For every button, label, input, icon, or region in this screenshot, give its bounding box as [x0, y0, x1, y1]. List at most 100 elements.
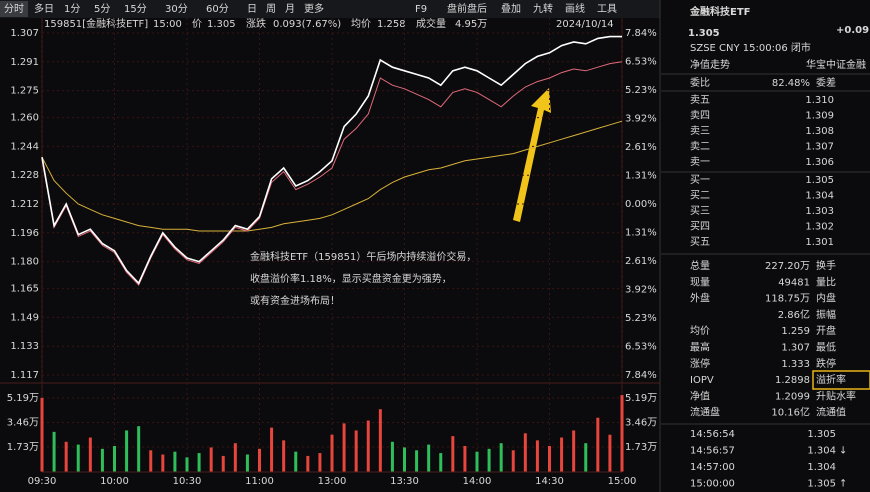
volume-bar — [342, 423, 346, 472]
volume-bar — [390, 441, 394, 472]
tool: 工具 — [597, 3, 617, 15]
volume-bar — [596, 417, 600, 472]
stat-label: 净值 — [690, 389, 710, 402]
stat-value: 1.333 — [781, 359, 810, 370]
volume-bar — [378, 409, 382, 472]
volume-bar — [548, 446, 551, 472]
volume-bar — [294, 451, 298, 472]
tab: 月 — [285, 3, 295, 15]
y2-tick-label: 1.73万 — [625, 442, 657, 453]
book-label: 买二 — [690, 190, 710, 202]
volume-bar — [282, 440, 286, 472]
ratio-label: 委比 — [690, 76, 710, 89]
y2-tick-label: 1.31% — [625, 228, 657, 239]
tab: 更多 — [304, 2, 324, 15]
tab: 5分 — [94, 3, 110, 15]
volume-bar — [475, 451, 479, 472]
trade-time: 15:00:00 — [690, 479, 735, 490]
volume-bar — [318, 453, 322, 472]
stat-label2: 跌停 — [816, 357, 836, 370]
ratio-value: 82.48% — [772, 78, 810, 89]
stat-label: 现量 — [690, 276, 710, 288]
volume-bar — [499, 443, 503, 472]
x-tick-label: 10:30 — [173, 476, 202, 487]
trade-price: 1.304 — [807, 446, 836, 457]
volume-bar — [511, 450, 515, 472]
stat-label2: 溢折率 — [816, 373, 846, 386]
stat-label: 流通盘 — [690, 406, 720, 419]
volume-bar — [149, 450, 153, 472]
y-tick-label: 1.133 — [10, 341, 39, 352]
y-tick-label: 1.196 — [10, 228, 39, 239]
info-price-label: 价 — [192, 18, 202, 30]
volume-bar — [415, 450, 419, 472]
book-price: 1.303 — [805, 206, 834, 217]
volume-bar — [330, 434, 334, 472]
y2-tick-label: 3.92% — [625, 285, 657, 296]
volume-bar — [354, 430, 358, 472]
price-line — [41, 120, 623, 232]
y-tick-label: 1.117 — [10, 370, 39, 381]
book-label: 买三 — [690, 205, 710, 217]
x-tick-label: 13:00 — [318, 476, 347, 487]
nav-index: 华宝中证金融 — [806, 58, 866, 71]
info-avg-label: 均价 — [351, 18, 371, 30]
y-tick-label: 1.260 — [10, 113, 39, 124]
tab: 分时 — [4, 3, 24, 15]
volume-bar — [535, 440, 539, 472]
y-tick-label: 1.244 — [10, 141, 39, 152]
volume-bar — [173, 451, 177, 472]
y-tick-label: 1.228 — [10, 170, 39, 181]
volume-bar — [451, 436, 455, 472]
tab: 15分 — [124, 3, 147, 15]
trade-price: 1.305 — [807, 429, 836, 440]
volume-bar — [185, 457, 189, 472]
x-tick-label: 14:00 — [463, 476, 492, 487]
tab: 周 — [266, 3, 276, 15]
stat-label: 均价 — [690, 325, 710, 337]
stat-label2: 内盘 — [816, 292, 836, 305]
y-tick-label: 1.165 — [10, 284, 39, 295]
annotation: 或有资金进场布局！ — [250, 294, 340, 307]
volume-bar — [487, 448, 491, 472]
volume-bar — [197, 453, 201, 472]
ratio-label2: 委差 — [816, 76, 836, 89]
annotation: 金融科技ETF（159851）午后场内持续溢价交易， — [250, 250, 476, 263]
book-price: 1.305 — [805, 175, 834, 186]
volume-bar — [100, 448, 104, 472]
y2-tick-label: 6.53% — [625, 341, 657, 352]
trade-price: 1.305 — [807, 479, 836, 490]
x-tick-label: 15:00 — [608, 476, 637, 487]
volume-bar — [427, 444, 431, 472]
annotation: 收盘溢价率1.18%，显示买盘资金更为强势， — [250, 272, 452, 285]
book-label: 卖二 — [690, 141, 710, 153]
tab-active — [0, 1, 28, 17]
volume-bar — [161, 454, 165, 472]
volume-bar — [403, 447, 406, 472]
y2-tick-label: 5.23% — [625, 85, 657, 96]
trade-time: 14:56:54 — [690, 429, 735, 440]
tab: 多日 — [34, 2, 54, 15]
y2-tick-label: 5.23% — [625, 313, 657, 324]
book-label: 卖四 — [690, 110, 710, 122]
volume-bar — [233, 443, 237, 472]
volume-bar — [76, 444, 80, 472]
info-date: 2024/10/14 — [556, 19, 614, 30]
book-label: 买五 — [690, 236, 710, 248]
book-price: 1.302 — [805, 222, 834, 233]
volume-bar — [113, 446, 116, 472]
x-tick-label: 09:30 — [28, 476, 57, 487]
book-label: 买四 — [690, 221, 710, 233]
y2-tick-label: 0.00% — [625, 199, 657, 210]
stat-value: 118.75万 — [765, 294, 810, 305]
stat-label2: 流通值 — [816, 406, 846, 419]
panel-change: +0.09 — [836, 25, 869, 36]
trade-price: 1.304 — [807, 462, 836, 473]
x-tick-label: 13:30 — [390, 476, 419, 487]
y2-tick-label: 6.53% — [625, 57, 657, 68]
book-label: 买一 — [690, 174, 710, 186]
tool: F9 — [415, 4, 427, 15]
tab: 60分 — [206, 3, 229, 15]
volume-bar — [572, 430, 576, 472]
volume-bar — [137, 426, 141, 472]
